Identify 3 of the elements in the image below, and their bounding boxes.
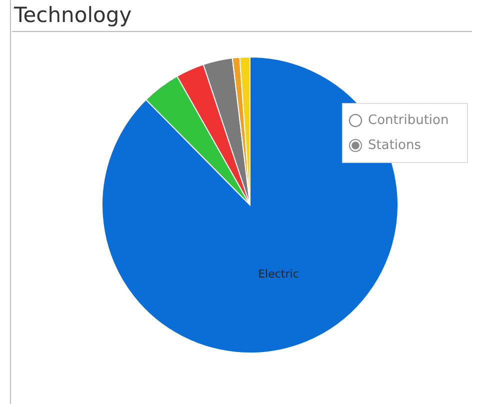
- slice-label: Electric: [258, 267, 299, 280]
- radio-group: Contribution Stations: [342, 103, 468, 163]
- chart-title: Technology: [12, 0, 472, 32]
